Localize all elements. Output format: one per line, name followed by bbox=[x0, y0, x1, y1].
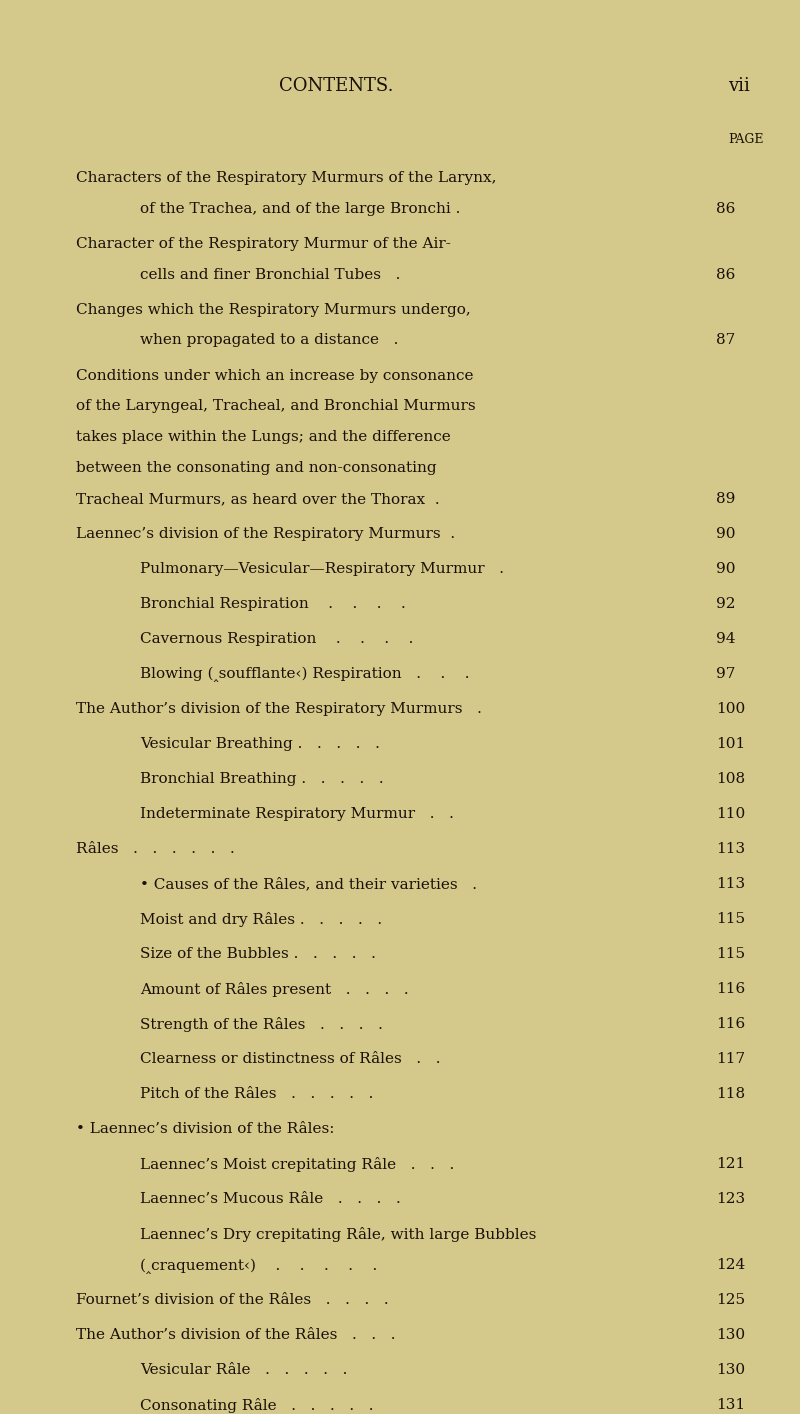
Text: 87: 87 bbox=[716, 334, 735, 348]
Text: of the Trachea, and of the large Bronchi .: of the Trachea, and of the large Bronchi… bbox=[140, 202, 460, 216]
Text: 130: 130 bbox=[716, 1363, 745, 1377]
Text: when propagated to a distance   .: when propagated to a distance . bbox=[140, 334, 398, 348]
Text: Strength of the Râles   .   .   .   .: Strength of the Râles . . . . bbox=[140, 1017, 383, 1032]
Text: 115: 115 bbox=[716, 947, 745, 962]
Text: 131: 131 bbox=[716, 1398, 745, 1413]
Text: Characters of the Respiratory Murmurs of the Larynx,: Characters of the Respiratory Murmurs of… bbox=[76, 171, 497, 185]
Text: 123: 123 bbox=[716, 1192, 745, 1206]
Text: • Causes of the Râles, and their varieties   .: • Causes of the Râles, and their varieti… bbox=[140, 877, 477, 891]
Text: 121: 121 bbox=[716, 1158, 746, 1171]
Text: 110: 110 bbox=[716, 807, 746, 822]
Text: 113: 113 bbox=[716, 843, 745, 855]
Text: 90: 90 bbox=[716, 527, 735, 540]
Text: CONTENTS.: CONTENTS. bbox=[278, 78, 394, 95]
Text: Tracheal Murmurs, as heard over the Thorax  .: Tracheal Murmurs, as heard over the Thor… bbox=[76, 492, 440, 506]
Text: 117: 117 bbox=[716, 1052, 745, 1066]
Text: 90: 90 bbox=[716, 561, 735, 575]
Text: of the Laryngeal, Tracheal, and Bronchial Murmurs: of the Laryngeal, Tracheal, and Bronchia… bbox=[76, 399, 476, 413]
Text: Changes which the Respiratory Murmurs undergo,: Changes which the Respiratory Murmurs un… bbox=[76, 303, 470, 317]
Text: 130: 130 bbox=[716, 1328, 745, 1342]
Text: 100: 100 bbox=[716, 701, 746, 715]
Text: (‸craquement‹)    .    .    .    .    .: (‸craquement‹) . . . . . bbox=[140, 1258, 378, 1274]
Text: 97: 97 bbox=[716, 667, 735, 682]
Text: Moist and dry Râles .   .   .   .   .: Moist and dry Râles . . . . . bbox=[140, 912, 382, 928]
Text: PAGE: PAGE bbox=[728, 133, 763, 146]
Text: takes place within the Lungs; and the difference: takes place within the Lungs; and the di… bbox=[76, 430, 450, 444]
Text: The Author’s division of the Respiratory Murmurs   .: The Author’s division of the Respiratory… bbox=[76, 701, 482, 715]
Text: cells and finer Bronchial Tubes   .: cells and finer Bronchial Tubes . bbox=[140, 267, 400, 281]
Text: Pitch of the Râles   .   .   .   .   .: Pitch of the Râles . . . . . bbox=[140, 1087, 374, 1102]
Text: Pulmonary—Vesicular—Respiratory Murmur   .: Pulmonary—Vesicular—Respiratory Murmur . bbox=[140, 561, 504, 575]
Text: 118: 118 bbox=[716, 1087, 745, 1102]
Text: Fournet’s division of the Râles   .   .   .   .: Fournet’s division of the Râles . . . . bbox=[76, 1294, 389, 1308]
Text: Vesicular Râle   .   .   .   .   .: Vesicular Râle . . . . . bbox=[140, 1363, 347, 1377]
Text: Clearness or distinctness of Râles   .   .: Clearness or distinctness of Râles . . bbox=[140, 1052, 441, 1066]
Text: 94: 94 bbox=[716, 632, 735, 646]
Text: 116: 116 bbox=[716, 983, 746, 997]
Text: Amount of Râles present   .   .   .   .: Amount of Râles present . . . . bbox=[140, 983, 409, 997]
Text: 115: 115 bbox=[716, 912, 745, 926]
Text: Laennec’s division of the Respiratory Murmurs  .: Laennec’s division of the Respiratory Mu… bbox=[76, 527, 455, 540]
Text: The Author’s division of the Râles   .   .   .: The Author’s division of the Râles . . . bbox=[76, 1328, 395, 1342]
Text: Vesicular Breathing .   .   .   .   .: Vesicular Breathing . . . . . bbox=[140, 737, 380, 751]
Text: 86: 86 bbox=[716, 202, 735, 216]
Text: 101: 101 bbox=[716, 737, 746, 751]
Text: Laennec’s Dry crepitating Râle, with large Bubbles: Laennec’s Dry crepitating Râle, with lar… bbox=[140, 1227, 536, 1243]
Text: Bronchial Breathing .   .   .   .   .: Bronchial Breathing . . . . . bbox=[140, 772, 384, 786]
Text: 125: 125 bbox=[716, 1294, 745, 1308]
Text: 124: 124 bbox=[716, 1258, 746, 1273]
Text: Conditions under which an increase by consonance: Conditions under which an increase by co… bbox=[76, 369, 474, 383]
Text: 113: 113 bbox=[716, 877, 745, 891]
Text: Cavernous Respiration    .    .    .    .: Cavernous Respiration . . . . bbox=[140, 632, 414, 646]
Text: Blowing (‸soufflante‹) Respiration   .    .    .: Blowing (‸soufflante‹) Respiration . . . bbox=[140, 667, 470, 683]
Text: 108: 108 bbox=[716, 772, 745, 786]
Text: 89: 89 bbox=[716, 492, 735, 506]
Text: 92: 92 bbox=[716, 597, 735, 611]
Text: 86: 86 bbox=[716, 267, 735, 281]
Text: vii: vii bbox=[728, 78, 750, 95]
Text: • Laennec’s division of the Râles:: • Laennec’s division of the Râles: bbox=[76, 1123, 334, 1137]
Text: Râles   .   .   .   .   .   .: Râles . . . . . . bbox=[76, 843, 234, 855]
Text: Size of the Bubbles .   .   .   .   .: Size of the Bubbles . . . . . bbox=[140, 947, 376, 962]
Text: Consonating Râle   .   .   .   .   .: Consonating Râle . . . . . bbox=[140, 1398, 374, 1414]
Text: Character of the Respiratory Murmur of the Air-: Character of the Respiratory Murmur of t… bbox=[76, 236, 451, 250]
Text: Laennec’s Moist crepitating Râle   .   .   .: Laennec’s Moist crepitating Râle . . . bbox=[140, 1158, 454, 1172]
Text: Laennec’s Mucous Râle   .   .   .   .: Laennec’s Mucous Râle . . . . bbox=[140, 1192, 401, 1206]
Text: 116: 116 bbox=[716, 1017, 746, 1031]
Text: Bronchial Respiration    .    .    .    .: Bronchial Respiration . . . . bbox=[140, 597, 406, 611]
Text: between the consonating and non-consonating: between the consonating and non-consonat… bbox=[76, 461, 437, 475]
Text: Indeterminate Respiratory Murmur   .   .: Indeterminate Respiratory Murmur . . bbox=[140, 807, 454, 822]
